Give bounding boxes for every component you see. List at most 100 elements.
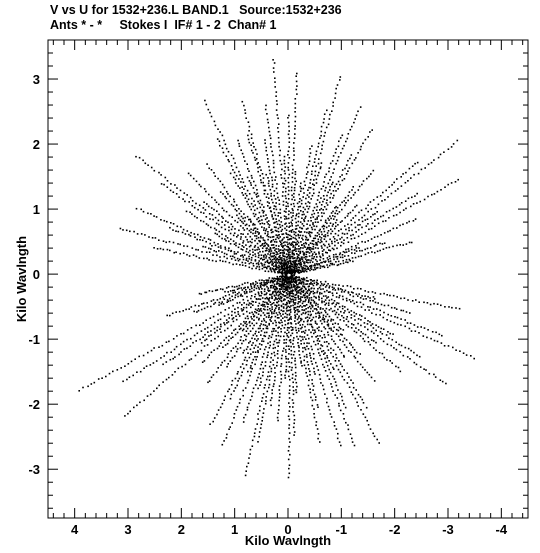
uv-point [225,319,228,321]
uv-point [238,178,240,180]
uv-point [295,282,297,284]
uv-point [302,225,305,227]
uv-point [285,256,288,259]
uv-point [283,248,286,250]
uv-point [105,375,107,378]
uv-point [229,255,232,258]
uv-point [289,317,291,319]
uv-point [244,192,247,195]
uv-point [258,331,260,333]
uv-point [292,257,294,260]
uv-point [277,212,280,214]
uv-point [218,230,221,233]
uv-point [332,210,334,213]
uv-point [241,178,244,180]
uv-point [238,377,241,380]
uv-point [275,289,277,291]
uv-point [209,111,211,114]
uv-point [326,397,328,400]
uv-point [240,374,243,377]
uv-point [254,296,256,298]
uv-point [128,376,131,378]
uv-point [284,271,287,274]
uv-point [325,226,328,229]
uv-point [215,371,218,373]
uv-point [82,386,84,389]
uv-point [169,226,171,229]
uv-point [361,183,363,186]
uv-point [324,131,326,134]
uv-point [265,266,268,269]
uv-point [337,188,339,190]
uv-point [256,423,258,425]
uv-point [279,313,281,315]
uv-point [289,262,292,264]
uv-point [270,317,272,319]
uv-point [305,242,308,245]
uv-point [299,234,302,237]
uv-point [298,282,300,285]
uv-point [272,255,274,258]
uv-point [240,293,242,296]
uv-point [393,181,395,184]
uv-point [336,84,339,86]
uv-point [339,392,342,395]
uv-point [241,289,244,291]
uv-point [185,308,187,311]
uv-point [319,265,322,267]
uv-point [306,276,308,279]
uv-point [323,206,326,208]
uv-point [304,346,306,349]
uv-point [304,287,307,290]
uv-point [455,307,457,309]
uv-point [327,123,330,126]
uv-point [285,280,287,283]
uv-point [242,222,245,225]
uv-point [156,248,159,250]
uv-point [298,350,300,352]
uv-point [305,367,307,370]
uv-point [437,156,440,159]
uv-point [316,404,319,406]
uv-point [286,217,288,220]
uv-point [272,166,275,169]
uv-point [408,220,410,223]
uv-point [288,301,291,303]
uv-point [273,270,276,273]
uv-point [246,189,249,192]
uv-point [256,189,258,191]
uv-point [158,346,160,348]
uv-point [342,298,344,301]
uv-point [292,402,295,404]
uv-point [281,228,284,231]
uv-point [327,234,329,237]
uv-point [387,313,389,316]
uv-point [301,331,303,333]
uv-point [245,470,247,472]
uv-point [332,256,335,258]
uv-point [265,293,267,296]
uv-point [416,161,419,164]
uv-point [267,161,269,163]
uv-point [304,258,307,260]
uv-point [396,227,398,229]
uv-point [316,309,318,311]
uv-point [174,184,176,186]
uv-point [258,409,261,412]
uv-point [285,260,287,262]
uv-point [260,334,262,336]
uv-point [373,332,375,335]
uv-point [295,263,297,265]
uv-point [306,290,309,292]
uv-point [216,329,218,332]
uv-point [255,301,257,303]
uv-point [359,249,361,252]
uv-point [295,381,298,384]
uv-point [298,315,300,317]
uv-point [182,252,185,254]
uv-point [261,263,263,265]
uv-point [279,288,281,290]
uv-point [323,290,326,293]
uv-point [132,374,134,377]
uv-point [186,253,188,256]
